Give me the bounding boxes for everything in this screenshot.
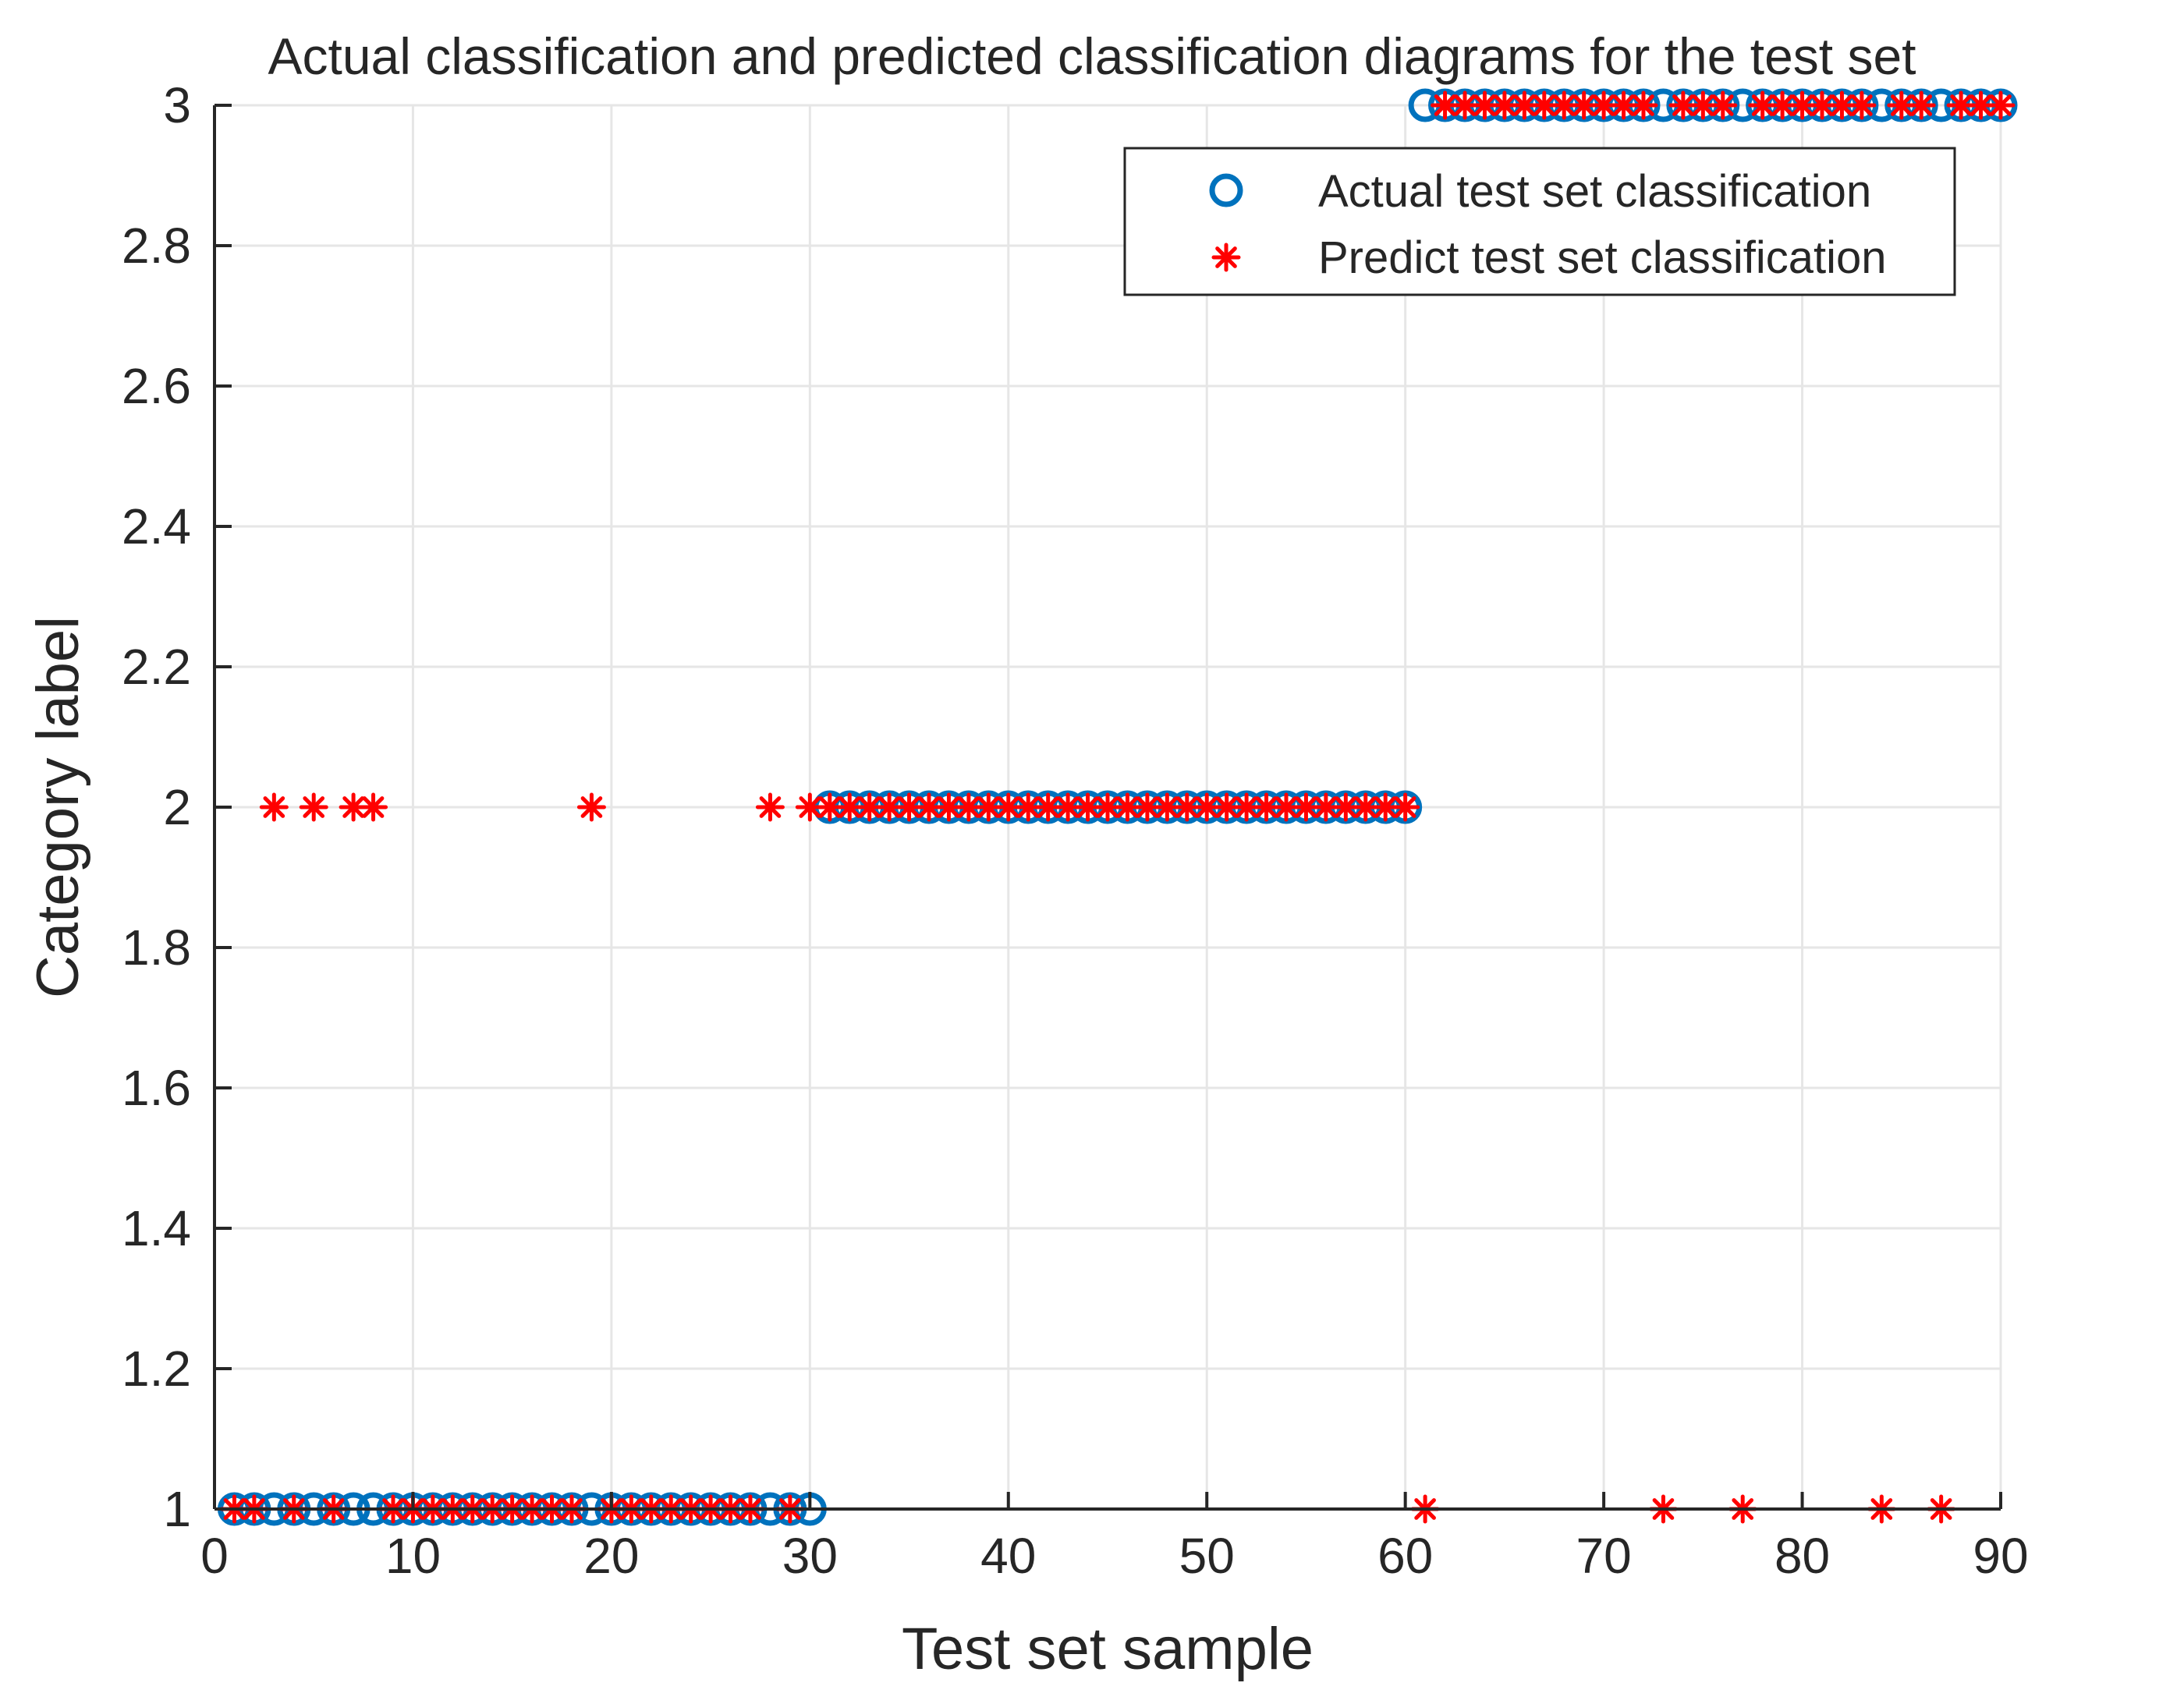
predict-marker [1450,90,1480,120]
predict-marker [1093,792,1122,822]
y-tick-label: 1 [163,1481,191,1537]
predict-marker [934,792,963,822]
predict-marker [1470,90,1499,120]
legend-label-predict: Predict test set classification [1318,232,1887,283]
predict-marker [1708,90,1738,120]
legend-marker-predict [1211,243,1241,272]
y-tick-label: 2.6 [122,358,191,414]
predict-marker [1232,792,1261,822]
predict-marker [1668,90,1698,120]
y-tick-label: 1.6 [122,1060,191,1116]
x-axis-label: Test set sample [902,1616,1314,1682]
x-tick-label: 70 [1576,1528,1632,1584]
axes-layer [213,104,2002,1511]
x-tick-labels: 0 10 20 30 40 50 60 70 80 90 [200,1528,2028,1584]
x-tick-label: 90 [1973,1528,2028,1584]
predict-marker [259,792,289,822]
predict-marker [359,792,388,822]
y-tick-label: 2.2 [122,639,191,695]
legend-asterisk-icon [1211,243,1241,272]
data-layer [217,88,2018,1526]
x-tick-label: 0 [200,1528,229,1584]
predict-marker [339,792,368,822]
predict-marker [1688,90,1718,120]
predict-marker [755,792,785,822]
chart-title: Actual classification and predicted clas… [268,27,1916,85]
x-tick-label: 10 [385,1528,441,1584]
y-tick-labels: 1 1.2 1.4 1.6 1.8 2 2.2 2.4 2.6 2.8 3 [122,77,191,1537]
predict-marker [299,792,328,822]
y-tick-label: 1.8 [122,919,191,976]
x-tick-label: 80 [1774,1528,1830,1584]
y-tick-label: 1.2 [122,1341,191,1397]
predict-marker [576,792,606,822]
y-tick-label: 2 [163,779,191,835]
predict-marker [1906,90,1936,120]
y-tick-label: 3 [163,77,191,133]
x-tick-label: 50 [1179,1528,1235,1584]
x-tick-label: 30 [782,1528,838,1584]
predict-marker [835,792,864,822]
y-tick-label: 2.8 [122,218,191,274]
predict-marker [795,792,824,822]
y-axis-label: Category label [25,616,91,998]
legend-label-actual: Actual test set classification [1318,166,1871,217]
x-tick-label: 60 [1377,1528,1433,1584]
legend-marker-actual [1209,173,1243,207]
y-tick-label: 1.4 [122,1200,191,1256]
predict-marker [1073,792,1103,822]
predict-marker [815,792,845,822]
predict-marker [1391,792,1420,822]
predict-marker [1807,90,1837,120]
y-tick-label: 2.4 [122,498,191,554]
predict-marker [1847,90,1877,120]
x-tick-label: 40 [980,1528,1036,1584]
legend-circle-icon [1209,173,1243,207]
legend: Actual test set classification Predict t… [1123,147,1956,296]
predict-marker [1589,90,1618,120]
x-tick-label: 20 [583,1528,639,1584]
predict-marker [1986,90,2016,120]
legend-box [1123,147,1956,296]
predict-marker [1629,90,1658,120]
predict-marker [1291,792,1321,822]
